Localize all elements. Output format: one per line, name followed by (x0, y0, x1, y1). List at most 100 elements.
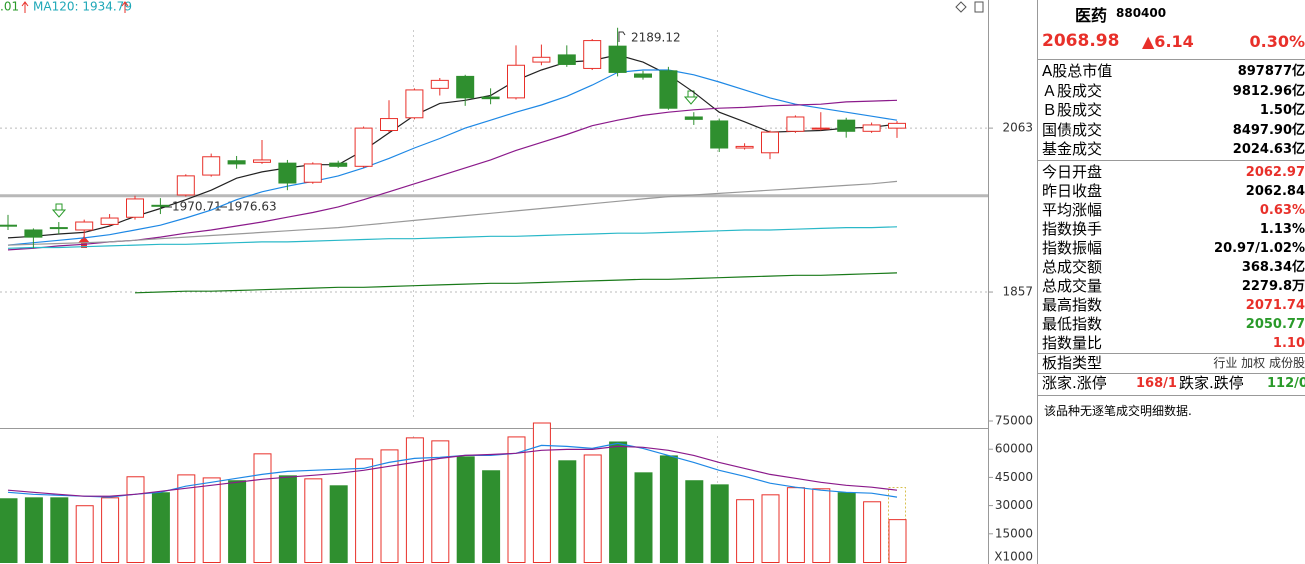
separator (1038, 395, 1305, 396)
candle-body (100, 217, 119, 225)
index-name: 医药 (1075, 6, 1108, 25)
chart: .01 MA120: 1934.79 2189.12 1970.71 1976.… (0, 0, 1038, 564)
info-label: Ａ股成交 (1042, 81, 1103, 100)
info-row: Ａ股成交 9812.96亿 (1038, 82, 1305, 101)
arrow-icon (121, 1, 129, 13)
unit-label: X1000 (994, 550, 1033, 564)
info-row: 基金成交 2024.63亿 (1038, 140, 1305, 159)
volume-bar (482, 470, 501, 564)
info-label: 总成交量 (1042, 277, 1103, 295)
candle-body (507, 64, 525, 99)
info-value: 2024.63亿 (1232, 142, 1305, 158)
info-value: 0.63% (1259, 203, 1305, 218)
info-value: 2279.8万 (1241, 279, 1305, 294)
breadth-label: 跌家.跌停 (1179, 374, 1244, 392)
info-value: 20.97/1.02% (1214, 241, 1305, 256)
ma-line (7, 180, 898, 246)
volume-bar (202, 477, 221, 563)
info-label: 平均涨幅 (1042, 201, 1103, 219)
ma-line (7, 69, 898, 246)
info-value: 9812.96亿 (1232, 83, 1305, 99)
volume-bar (532, 422, 551, 563)
info-row: 昨日收盘 2062.84 (1038, 182, 1305, 201)
candle-body (202, 156, 221, 176)
candle-body (837, 119, 856, 132)
info-label: 基金成交 (1042, 140, 1103, 159)
candle-body (735, 145, 754, 149)
candle-body (380, 118, 398, 132)
info-row: 最高指数 2071.74 (1038, 296, 1305, 315)
candle-body (227, 160, 246, 165)
volume-bar (24, 497, 43, 563)
annotation: 1976.63 (227, 200, 277, 214)
volume-bar (609, 441, 628, 564)
ma-line (7, 226, 898, 249)
info-label: 板指类型 (1042, 354, 1103, 372)
separator (1038, 59, 1305, 60)
info-row: 指数振幅 20.97/1.02% (1038, 239, 1305, 258)
arrow-icon (21, 1, 29, 13)
candle-body (888, 122, 906, 129)
info-label: 国债成交 (1042, 120, 1103, 139)
volume-bar (50, 497, 69, 563)
legend-item: MA120: 1934.79 (33, 0, 132, 14)
volume-bar (710, 484, 729, 563)
y-tick-label: 60000 (995, 442, 1033, 456)
info-label: 指数量比 (1042, 334, 1103, 352)
price: 2068.98 (1042, 31, 1120, 51)
info-label: 指数振幅 (1042, 239, 1103, 257)
candle-body (151, 204, 170, 207)
change: ▲6.14 (1142, 32, 1194, 51)
info-label: 指数换手 (1042, 220, 1103, 238)
separator (1038, 373, 1305, 374)
info-value: 2050.77 (1245, 317, 1305, 332)
volume-bar (558, 460, 577, 563)
volume-bar (786, 487, 805, 563)
note: 该品种无逐笔成交明细数据. (1044, 404, 1192, 418)
volume-bar (253, 453, 272, 563)
info-value: 1.10 (1272, 336, 1305, 351)
info-row: 最低指数 2050.77 (1038, 315, 1305, 334)
signal-down (51, 203, 67, 218)
volume-bar (431, 440, 450, 564)
info-row: A股总市值 897877亿 (1038, 62, 1305, 81)
volume-bar (151, 492, 170, 564)
flag-icon (618, 31, 626, 42)
volume-bar (736, 499, 755, 564)
candle-body (126, 198, 144, 218)
info-value: 1.13% (1259, 222, 1305, 237)
info-label: 总成交额 (1042, 258, 1103, 276)
volume-bar (101, 497, 120, 563)
volume-bar (659, 455, 678, 563)
y-tick-label: 15000 (995, 526, 1033, 540)
info-value: 1.50亿 (1259, 103, 1305, 119)
separator (1038, 353, 1305, 354)
info-label: 今日开盘 (1042, 163, 1103, 181)
ma-line (134, 272, 898, 294)
info-label: Ｂ股成交 (1042, 101, 1103, 120)
icon (955, 1, 967, 13)
candle-body (354, 127, 373, 167)
candle-body (710, 120, 729, 149)
volume-bar (0, 498, 18, 564)
breadth-value: 168/1 (1136, 376, 1177, 391)
info-row: 总成交量 2279.8万 (1038, 277, 1305, 296)
volume-bar (456, 456, 475, 563)
candle-body (583, 40, 602, 69)
candle-body (862, 124, 881, 132)
info-row: 指数量比 1.10 (1038, 334, 1305, 353)
candle-body (0, 224, 17, 227)
candle-body (456, 75, 475, 99)
volume-bar (329, 485, 348, 563)
info-value: 8497.90亿 (1232, 122, 1305, 138)
ma-line (7, 54, 898, 239)
info-value: 368.34亿 (1241, 260, 1305, 275)
info-row: 国债成交 8497.90亿 (1038, 121, 1305, 140)
info-value: 2062.97 (1245, 165, 1305, 180)
info-value: 2062.84 (1245, 184, 1305, 199)
volume-bar (583, 454, 602, 563)
info-row: 指数换手 1.13% (1038, 220, 1305, 239)
candle-body (430, 79, 449, 89)
info-row: 总成交额 368.34亿 (1038, 258, 1305, 277)
